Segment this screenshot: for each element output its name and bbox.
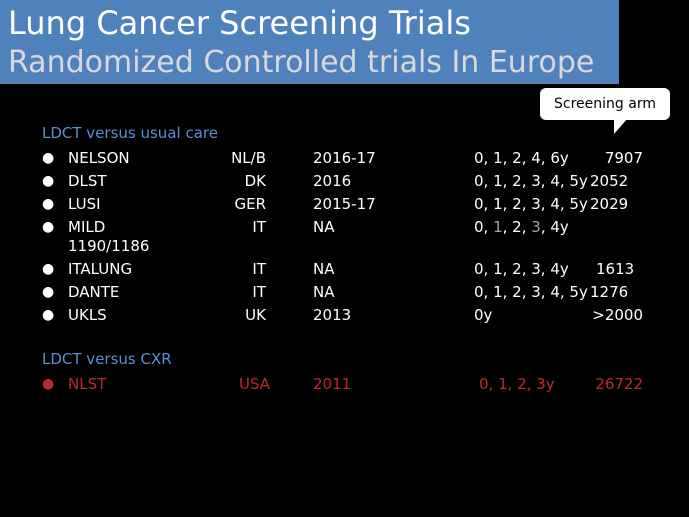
trial-country: IT [252, 218, 266, 236]
bullet-icon: ● [42, 307, 55, 323]
trial-name: DANTE [68, 283, 120, 301]
trial-size: 26722 [595, 375, 643, 393]
trial-schedule: 0, 1, 2, 3, 4y [474, 260, 569, 278]
trial-years: 2016 [313, 172, 352, 190]
trial-name: DLST [68, 172, 107, 190]
trial-years: NA [313, 283, 335, 301]
trial-country: USA [238, 375, 270, 393]
trial-country: DK [244, 172, 266, 190]
screening-arm-callout: Screening arm [540, 88, 670, 120]
trial-row: ● LUSI GER 2015-17 0, 1, 2, 3, 4, 5y 202… [0, 193, 689, 215]
trial-name: NLST [68, 375, 107, 393]
trial-name: UKLS [68, 306, 107, 324]
trial-schedule: 0, 1, 2, 3, 4, 5y [474, 172, 588, 190]
trial-years: 2015-17 [313, 195, 376, 213]
trial-schedule: 0, 1, 2, 3, 4, 5y [474, 283, 588, 301]
trial-size: 7907 [604, 149, 643, 167]
bullet-icon: ● [42, 150, 55, 166]
trial-size: 2029 [590, 195, 629, 213]
bullet-icon: ● [42, 196, 55, 212]
trial-schedule: 0, 1, 2, 3y [479, 375, 555, 393]
trial-years: NA [313, 260, 335, 278]
trial-country: UK [245, 306, 266, 324]
schedule-part-grey: 1 [493, 218, 503, 236]
trial-size: >2000 [592, 306, 643, 324]
trial-years: 2011 [313, 375, 352, 393]
trial-name: NELSON [68, 149, 130, 167]
trial-years: 2016-17 [313, 149, 376, 167]
trial-row: ● DANTE IT NA 0, 1, 2, 3, 4, 5y 1276 [0, 281, 689, 303]
bullet-icon: ● [42, 284, 55, 300]
trial-schedule: 0, 1, 2, 3, 4y [474, 216, 569, 238]
section-ldct-usual-care: LDCT versus usual care [42, 124, 218, 142]
callout-pointer [614, 118, 628, 134]
title-banner: Lung Cancer Screening Trials Randomized … [0, 0, 619, 84]
trial-schedule: 0, 1, 2, 3, 4, 5y [474, 195, 588, 213]
trial-row: ● ITALUNG IT NA 0, 1, 2, 3, 4y 1613 [0, 258, 689, 280]
bullet-icon: ● [42, 219, 55, 235]
schedule-part: 0, [474, 218, 494, 236]
trial-size: 1276 [590, 283, 629, 301]
bullet-icon: ● [42, 261, 55, 277]
bullet-icon: ● [42, 173, 55, 189]
schedule-part-grey: 3 [531, 218, 541, 236]
trial-row: ● DLST DK 2016 0, 1, 2, 3, 4, 5y 2052 [0, 170, 689, 192]
bullet-icon: ● [42, 376, 55, 392]
callout-label: Screening arm [554, 96, 656, 112]
trial-country: IT [252, 283, 266, 301]
trial-country: NL/B [231, 149, 266, 167]
section-ldct-cxr: LDCT versus CXR [42, 350, 172, 368]
trial-size: 1613 [596, 260, 635, 278]
trial-country: IT [252, 260, 266, 278]
schedule-part: , 4y [540, 218, 569, 236]
trial-row-nlst: ● NLST USA 2011 0, 1, 2, 3y 26722 [0, 373, 689, 395]
trial-row: ● UKLS UK 2013 0y >2000 [0, 304, 689, 326]
trial-row: ● NELSON NL/B 2016-17 0, 1, 2, 4, 6y 790… [0, 147, 689, 169]
trial-years: 2013 [313, 306, 352, 324]
trial-size-secondary: 1190/1186 [68, 237, 150, 255]
trial-schedule: 0y [474, 306, 493, 324]
trial-row: ● MILD IT NA 0, 1, 2, 3, 4y [0, 216, 689, 238]
trial-name: LUSI [68, 195, 101, 213]
trial-years: NA [313, 218, 335, 236]
slide-subtitle: Randomized Controlled trials In Europe [8, 45, 595, 80]
schedule-part: , 2, [502, 218, 532, 236]
trial-schedule: 0, 1, 2, 4, 6y [474, 149, 569, 167]
trial-name: ITALUNG [68, 260, 133, 278]
slide-title: Lung Cancer Screening Trials [8, 4, 471, 42]
trial-size: 2052 [590, 172, 629, 190]
trial-country: GER [234, 195, 266, 213]
trial-name: MILD [68, 218, 106, 236]
